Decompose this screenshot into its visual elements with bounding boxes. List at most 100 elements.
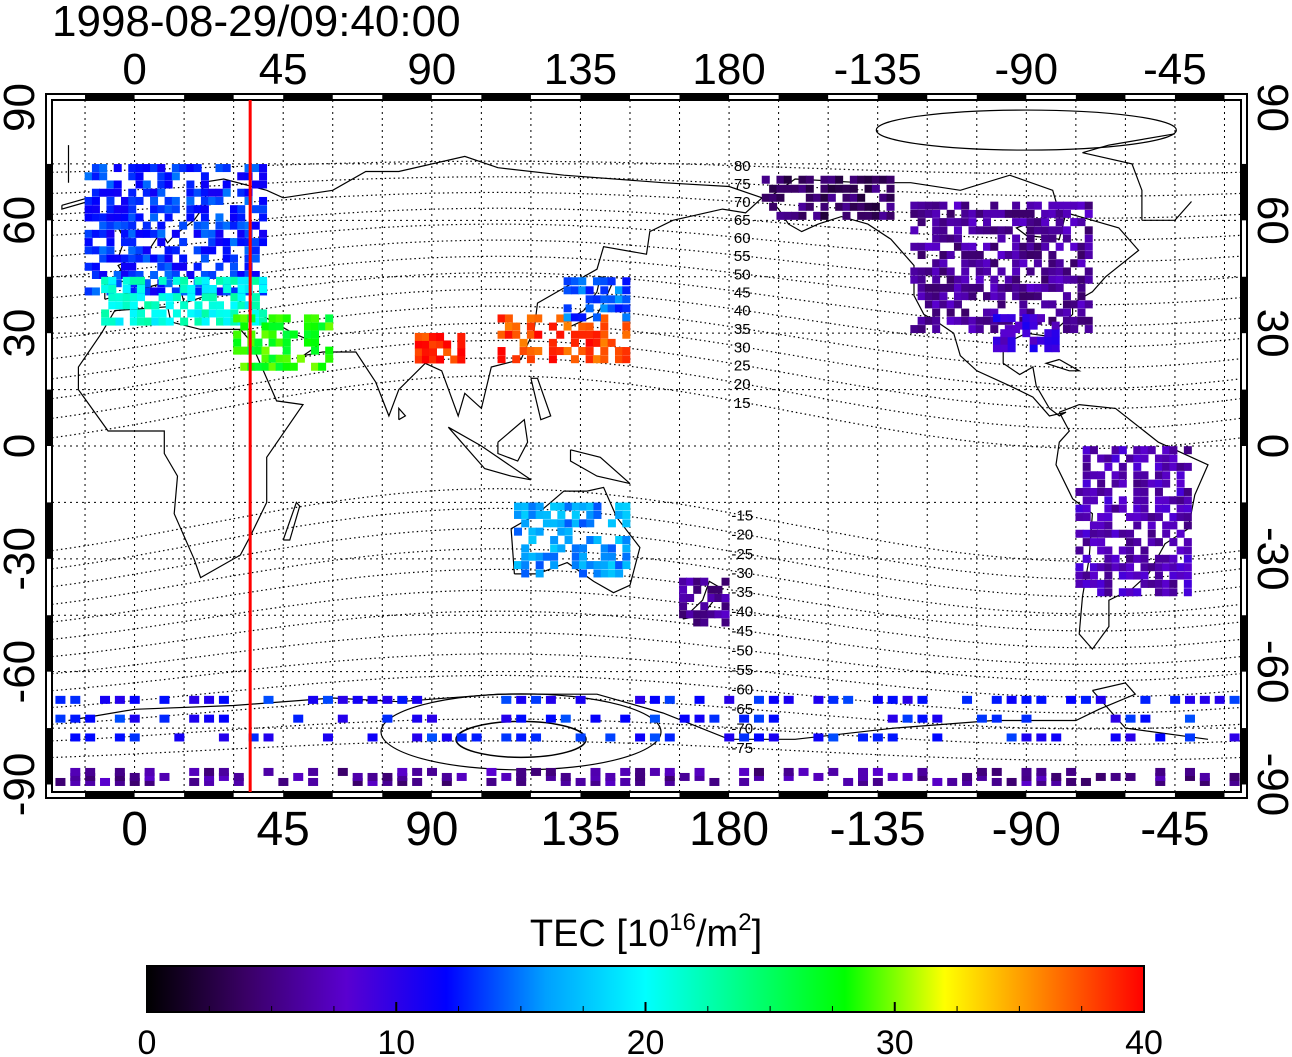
tec-cell-north-america — [997, 300, 1006, 309]
tec-cell-south-america — [1183, 521, 1192, 530]
frame-segment — [46, 728, 52, 785]
tec-cell-south-america — [1111, 563, 1120, 572]
tec-cell-mediterranean — [251, 309, 260, 318]
tec-cell-europe — [259, 164, 268, 173]
tec-cell-south-pole-band — [1229, 777, 1240, 786]
tec-cell-north-america — [1084, 300, 1093, 309]
tec-cell-south-pole-band — [308, 777, 319, 786]
tec-cell-europe — [106, 246, 115, 255]
tec-cell-japan — [585, 304, 594, 313]
tec-cell-south-pole-band — [590, 777, 601, 786]
tec-cell-mediterranean — [216, 309, 225, 318]
tec-cell-north-america — [917, 218, 926, 227]
tec-cell-antarctic-coast — [55, 695, 66, 704]
tec-cell-south-pole-band — [1080, 777, 1091, 786]
tec-cell-japan — [622, 295, 631, 304]
frame-segment — [1241, 276, 1247, 334]
tec-cell-europe — [106, 229, 115, 238]
tec-cell-new-zealand — [679, 577, 688, 586]
tec-cell-east-asia — [585, 322, 594, 331]
tec-cell-north-america — [939, 234, 948, 243]
tec-cell-middle-east — [240, 346, 249, 355]
tec-cell-gulf-coast — [1051, 321, 1060, 330]
tec-cell-south-pole-band — [144, 767, 155, 776]
tec-cell-north-america — [953, 292, 962, 301]
tec-cell-north-america — [910, 226, 919, 235]
tec-cell-australia — [607, 569, 616, 578]
tec-cell-japan — [585, 286, 594, 295]
tec-cell-north-america — [961, 259, 970, 268]
frame-segment — [85, 94, 135, 100]
tec-cell-south-pole-band — [560, 772, 571, 781]
tec-cell-europe — [142, 164, 151, 173]
tec-cell-south-america — [1176, 546, 1185, 555]
tec-cell-mediterranean — [201, 317, 210, 326]
tec-cell-middle-east — [268, 338, 277, 347]
tec-cell-north-america — [924, 242, 933, 251]
tec-cell-south-pole-band — [1066, 767, 1077, 776]
tec-cell-east-asia — [534, 314, 543, 323]
tec-cell-europe — [106, 221, 115, 230]
tec-cell-south-america — [1169, 563, 1178, 572]
tec-cell-north-america — [946, 209, 955, 218]
tec-cell-europe — [99, 270, 108, 279]
tec-cell-alaska — [864, 211, 873, 220]
tec-cell-north-america — [953, 218, 962, 227]
tec-cell-south-america — [1162, 579, 1171, 588]
tec-cell-north-america — [1019, 218, 1028, 227]
longitude-axis-bottom: 0 45 90 135 180 -135 -90 -45 — [121, 803, 1209, 856]
tec-cell-antarctic-coast — [768, 714, 779, 723]
tec-cell-europe — [142, 221, 151, 230]
tec-cell-europe — [222, 254, 231, 263]
tec-cell-europe — [84, 262, 93, 271]
tec-cell-australia — [514, 510, 523, 519]
tec-cell-europe — [84, 172, 93, 181]
tec-cell-mediterranean — [137, 309, 146, 318]
contour-label: -55 — [731, 662, 753, 679]
tec-cell-mediterranean — [259, 317, 268, 326]
tec-cell-europe — [157, 205, 166, 214]
tec-cell-australia — [521, 519, 530, 528]
tec-cell-antarctic-coast — [308, 695, 319, 704]
tec-cell-south-america — [1176, 487, 1185, 496]
tec-cell-mediterranean — [158, 293, 167, 302]
tec-cell-europe — [91, 270, 100, 279]
magnetic-contour — [52, 548, 1241, 615]
tec-cell-australia — [550, 502, 559, 511]
tec-cell-antarctic-coast — [1021, 695, 1032, 704]
tec-cell-north-america — [1004, 275, 1013, 284]
tec-cell-australia — [557, 544, 566, 553]
tec-cell-north-america — [990, 201, 999, 210]
tec-cell-south-pole-band — [382, 772, 393, 781]
tec-cell-mediterranean — [129, 301, 138, 310]
tec-cell-north-america — [917, 267, 926, 276]
tec-cell-south-america — [1183, 588, 1192, 597]
tec-cell-middle-east — [311, 314, 320, 323]
lat-tick-label-left: 90 — [0, 83, 44, 132]
tec-cell-europe — [222, 180, 231, 189]
tec-cell-antarctic-coast — [412, 714, 423, 723]
tec-cell-antarctic-coast — [322, 695, 333, 704]
tec-cell-europe — [150, 229, 159, 238]
tec-cell-north-america — [1012, 209, 1021, 218]
tec-cell-mediterranean — [158, 317, 167, 326]
tec-cell-south-america — [1104, 504, 1113, 513]
tec-cell-antarctic-coast — [159, 695, 170, 704]
tec-cell-east-asia — [548, 355, 557, 364]
tec-cell-antarctic-coast — [575, 695, 586, 704]
tec-cell-japan — [563, 313, 572, 322]
tec-cell-europe — [113, 254, 122, 263]
tec-cell-south-america — [1118, 504, 1127, 513]
tec-cell-south-pole-band — [545, 772, 556, 781]
tec-cell-antarctic-coast — [382, 695, 393, 704]
tec-cell-south-pole-band — [917, 767, 928, 776]
tec-cell-south-america — [1133, 538, 1142, 547]
tec-cell-alaska — [820, 202, 829, 211]
tec-cell-australia — [550, 536, 559, 545]
tec-cell-alaska — [769, 193, 778, 202]
tec-cell-mediterranean — [230, 301, 239, 310]
lat-tick-label-right: -90 — [1248, 753, 1292, 817]
tec-cell-east-asia — [614, 347, 623, 356]
tec-cell-antarctic-coast — [828, 733, 839, 742]
tec-cell-europe — [106, 254, 115, 263]
